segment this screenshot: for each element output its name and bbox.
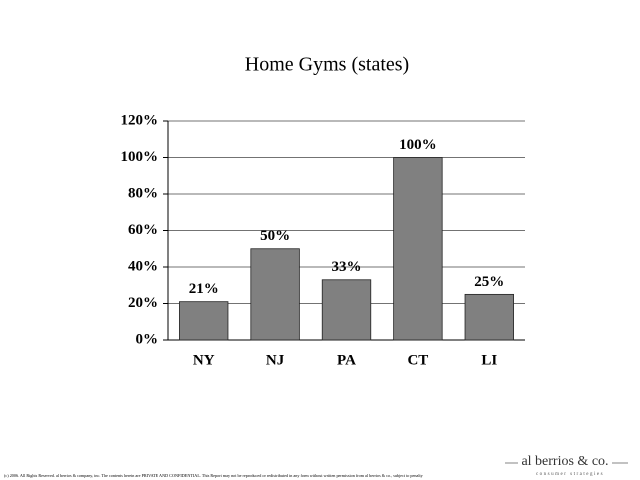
- y-tick-label: 100%: [121, 149, 159, 165]
- footer-notice: (c) 2006. All Rights Reserved. al berrio…: [4, 473, 424, 479]
- y-tick-label: 20%: [128, 295, 158, 311]
- logo: al berrios & co.: [521, 454, 608, 469]
- bar: [250, 248, 300, 341]
- x-tick-label: PA: [337, 352, 356, 368]
- x-tick-label: NJ: [266, 352, 285, 368]
- y-tick-label: 120%: [121, 112, 159, 128]
- logo-tagline: consumer strategies: [536, 472, 604, 477]
- value-label: 21%: [189, 281, 219, 297]
- bar: [321, 279, 372, 341]
- y-tick-label: 40%: [128, 258, 158, 274]
- bar: [393, 157, 443, 341]
- bar: [464, 293, 514, 341]
- value-label: 33%: [332, 259, 362, 275]
- value-label: 25%: [474, 274, 504, 290]
- y-tick-label: 60%: [128, 222, 158, 238]
- x-tick-label: LI: [481, 352, 497, 368]
- y-tick-label: 80%: [128, 185, 158, 201]
- value-label: 50%: [260, 228, 290, 244]
- chart-title: Home Gyms (states): [245, 54, 409, 76]
- x-tick-label: NY: [193, 352, 215, 368]
- bar: [179, 301, 229, 341]
- value-label: 100%: [399, 137, 437, 153]
- x-tick-label: CT: [407, 352, 428, 368]
- y-tick-label: 0%: [136, 331, 159, 347]
